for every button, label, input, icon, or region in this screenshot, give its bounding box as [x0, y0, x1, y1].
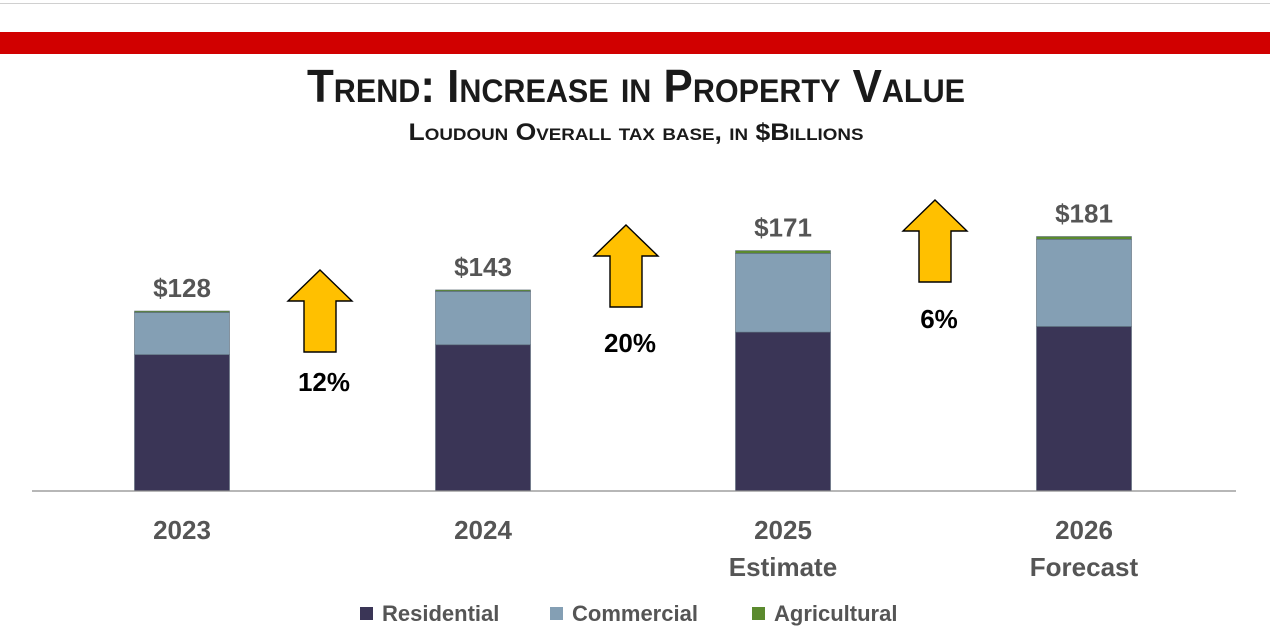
bar-commercial-2025 [735, 253, 831, 333]
bars-group: $128 2023 $143 2024 $171 2025 Estimate $181 2026… [134, 199, 1139, 582]
bar-commercial-2024 [435, 291, 531, 346]
x-tick-label: 2026 [1055, 515, 1113, 545]
x-tick-label: Estimate [729, 552, 837, 582]
legend-label-agricultural: Agricultural [774, 601, 897, 626]
bar-agricultural-2026 [1036, 236, 1132, 240]
growth-label: 6% [920, 304, 958, 334]
bar-residential-2025 [735, 331, 831, 492]
growth-arrow-icon [592, 224, 660, 308]
bar-residential-2024 [435, 344, 531, 492]
total-label-2025: $171 [754, 213, 812, 243]
x-tick-label: 2025 [754, 515, 812, 545]
legend: Residential Commercial Agricultural [360, 601, 897, 626]
legend-label-residential: Residential [382, 601, 499, 626]
x-tick-label: Forecast [1030, 552, 1139, 582]
legend-swatch-agricultural [752, 607, 765, 620]
growth-label: 20% [604, 328, 656, 358]
legend-swatch-commercial [550, 607, 563, 620]
header-red-bar [0, 32, 1270, 54]
legend-swatch-residential [360, 607, 373, 620]
x-tick-label: 2023 [153, 515, 211, 545]
bar-agricultural-2023 [134, 310, 230, 313]
bar-residential-2023 [134, 354, 230, 492]
bar-agricultural-2025 [735, 250, 831, 254]
total-label-2024: $143 [454, 252, 512, 282]
chart-subtitle: Loudoun Overall tax base, in $Billions [409, 119, 864, 146]
growth-arrow-icon [901, 199, 969, 283]
bar-residential-2026 [1036, 326, 1132, 492]
bar-agricultural-2024 [435, 289, 531, 292]
growth-label: 12% [298, 367, 350, 397]
total-label-2026: $181 [1055, 199, 1113, 229]
legend-label-commercial: Commercial [572, 601, 698, 626]
bar-commercial-2026 [1036, 239, 1132, 327]
total-label-2023: $128 [153, 273, 211, 303]
growth-arrow-icon [286, 269, 354, 353]
chart-title: Trend: Increase in Property Value [307, 60, 965, 112]
x-tick-label: 2024 [454, 515, 512, 545]
bar-commercial-2023 [134, 312, 230, 355]
